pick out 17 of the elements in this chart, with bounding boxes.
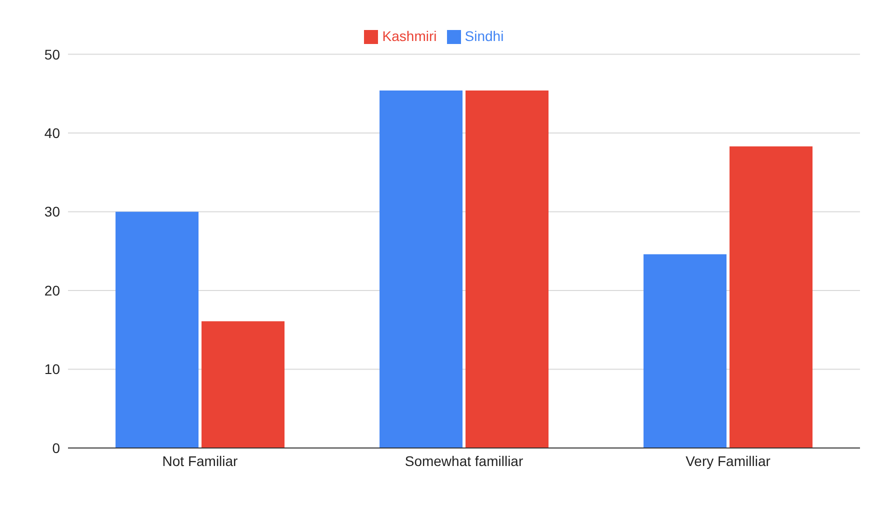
bar	[116, 212, 199, 448]
x-tick-label: Very Familliar	[686, 452, 771, 469]
y-tick-label: 40	[44, 125, 60, 142]
x-tick-label: Not Familiar	[162, 452, 238, 469]
bar	[730, 146, 813, 448]
legend-label: Sindhi	[464, 28, 504, 44]
y-tick-label: 10	[44, 361, 60, 378]
bar	[380, 90, 463, 448]
y-tick-label: 0	[52, 440, 60, 456]
legend-label: Kashmiri	[382, 28, 437, 44]
y-tick-label: 50	[44, 46, 60, 62]
bar	[466, 90, 549, 448]
bar	[644, 254, 727, 448]
bar	[202, 321, 285, 448]
y-tick-label: 30	[44, 204, 60, 220]
x-tick-label: Somewhat familliar	[404, 452, 524, 469]
y-tick-label: 20	[44, 282, 60, 298]
